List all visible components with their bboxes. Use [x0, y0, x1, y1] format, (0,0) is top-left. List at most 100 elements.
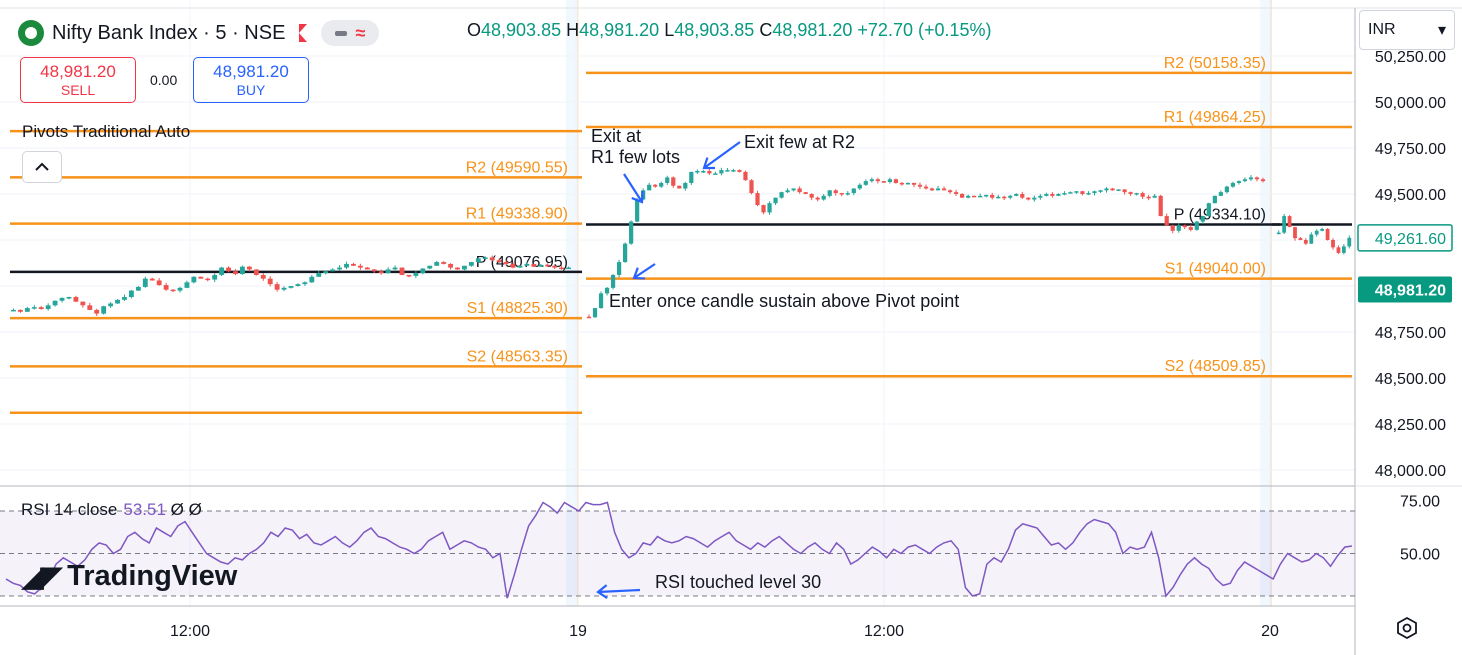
- candle-body: [863, 181, 868, 185]
- candle-body: [149, 278, 155, 281]
- pivot-label-s1: S1 (49040.00): [1165, 261, 1266, 278]
- candle-body: [1020, 194, 1025, 198]
- candle-body: [101, 306, 107, 314]
- candle-body: [302, 282, 308, 285]
- pivot-label-s2: S2 (48563.35): [467, 348, 568, 365]
- candle-body: [31, 307, 37, 309]
- wave-icon: ≈: [355, 22, 366, 43]
- annotation-rsi: RSI touched level 30: [655, 572, 821, 592]
- price-axis-label: 48,000.00: [1375, 463, 1446, 480]
- candle-body: [845, 193, 850, 195]
- chart-style-toggle[interactable]: ≈: [321, 20, 380, 46]
- chevron-up-icon: [35, 162, 49, 171]
- candle-body: [226, 267, 231, 272]
- candle-body: [94, 309, 100, 314]
- candle-body: [260, 274, 266, 279]
- candle-body: [725, 170, 730, 172]
- arrow-head-icon: [702, 157, 716, 170]
- candle-body: [475, 258, 481, 263]
- candle-body: [1122, 189, 1127, 193]
- candle-body: [1282, 216, 1287, 233]
- settings-icon[interactable]: [1396, 617, 1418, 639]
- candle-body: [683, 182, 688, 189]
- rsi-axis-label: 50.00: [1400, 547, 1440, 564]
- price-axis-label: 48,500.00: [1375, 371, 1446, 388]
- candle-body: [701, 171, 706, 173]
- candle-body: [538, 264, 544, 267]
- candle-body: [586, 316, 592, 319]
- candle-body: [441, 262, 447, 264]
- candle-body: [689, 171, 694, 183]
- candle-body: [917, 184, 923, 187]
- arrow-head-icon: [631, 190, 644, 204]
- candle-body: [827, 190, 832, 196]
- candle-body: [719, 170, 724, 174]
- rsi-legend[interactable]: RSI 14 close 53.51 Ø Ø: [21, 500, 202, 520]
- candle-body: [737, 170, 742, 172]
- collapse-button[interactable]: [22, 151, 62, 183]
- candle-body: [128, 290, 134, 298]
- currency-select[interactable]: INR ▾: [1359, 10, 1455, 50]
- candle-body: [1164, 216, 1169, 226]
- candle-body: [135, 286, 141, 291]
- pivot-label-r1: R1 (49338.90): [466, 206, 568, 223]
- last-price-badge: [1358, 276, 1452, 303]
- pivot-label-s2: S2 (48509.85): [1165, 358, 1266, 375]
- candle-body: [378, 271, 384, 274]
- sell-button[interactable]: 48,981.20 SELL: [20, 57, 136, 103]
- candle-body: [427, 265, 433, 269]
- candle-body: [1014, 194, 1019, 196]
- candle-body: [1098, 190, 1103, 192]
- candle-body: [923, 186, 929, 189]
- candle-body: [1152, 195, 1157, 198]
- flag-icon[interactable]: [299, 24, 308, 42]
- candle-body: [87, 305, 93, 310]
- sell-price: 48,981.20: [40, 62, 116, 81]
- last-price-label: 48,981.20: [1375, 282, 1446, 299]
- candle-body: [941, 188, 947, 191]
- pivot-label-p: P (49334.10): [1174, 207, 1266, 224]
- candle-body: [960, 194, 965, 198]
- candle-body: [929, 188, 935, 191]
- buy-button[interactable]: 48,981.20 BUY: [193, 57, 309, 103]
- candle-body: [80, 301, 86, 306]
- annotation-arrow: [703, 141, 741, 169]
- rsi-value: 53.51: [123, 500, 166, 519]
- candle-body: [1194, 221, 1199, 230]
- spread-value: 0.00: [150, 72, 178, 88]
- ohlc-change: +72.70 (+0.15%): [857, 20, 992, 40]
- candle-body: [184, 282, 190, 288]
- candle-body: [1050, 194, 1055, 196]
- candle-body: [1218, 192, 1223, 196]
- candle-body: [815, 197, 820, 200]
- candle-body: [344, 263, 349, 268]
- candle-body: [677, 185, 682, 189]
- candle-body: [1026, 197, 1031, 200]
- ohlc-close: 48,981.20: [772, 20, 853, 40]
- candle-body: [665, 177, 670, 183]
- candle-body: [1008, 195, 1013, 198]
- candle-body: [330, 269, 336, 272]
- candle-body: [604, 287, 610, 294]
- candle-body: [531, 263, 537, 267]
- candle-body: [1068, 192, 1073, 194]
- symbol-title[interactable]: Nifty Bank Index · 5 · NSE: [52, 21, 286, 44]
- candle-body: [749, 180, 754, 194]
- candle-body: [45, 305, 51, 309]
- rsi-axis-label: 75.00: [1400, 493, 1440, 510]
- candle-body: [773, 197, 778, 204]
- candle-body: [653, 184, 658, 187]
- candle-body: [623, 243, 628, 263]
- candle-body: [1303, 240, 1308, 244]
- candle-body: [434, 262, 440, 266]
- candle-body: [972, 195, 977, 198]
- candle-body: [881, 181, 886, 183]
- candle-body: [707, 171, 712, 174]
- tradingview-logo[interactable]: ◢◤ TradingView: [22, 560, 237, 593]
- candle-body: [659, 182, 664, 187]
- candle-body: [17, 309, 23, 312]
- ohlc-low: 48,903.85: [674, 20, 755, 40]
- indicator-title[interactable]: Pivots Traditional Auto: [22, 122, 191, 141]
